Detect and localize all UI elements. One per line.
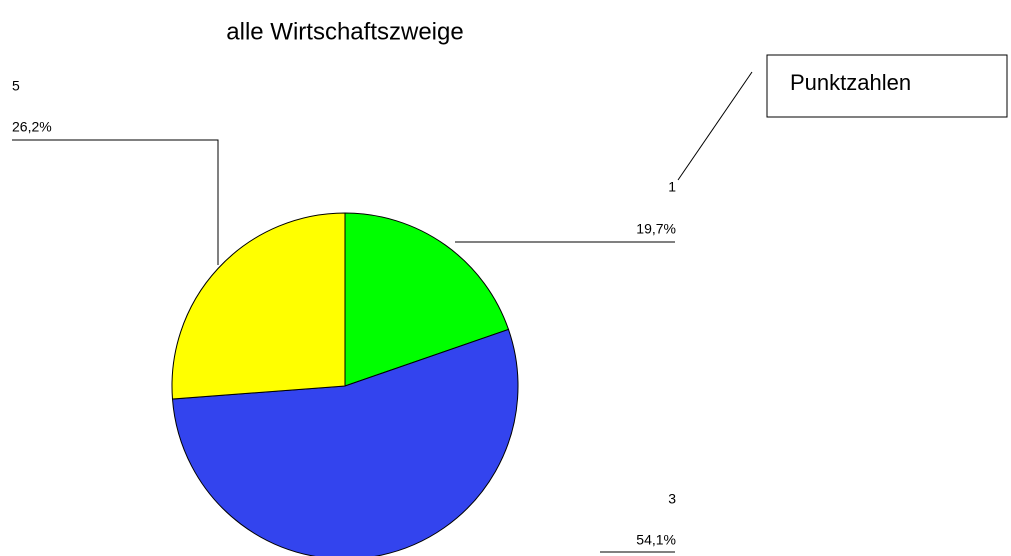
- pie-slice: [171, 328, 519, 556]
- label-leader: [12, 139, 219, 265]
- slice-label: 1: [668, 179, 676, 195]
- value-label: 19,7%: [636, 221, 676, 237]
- value-label: 26,2%: [12, 119, 52, 135]
- annotation-box: [766, 54, 1008, 118]
- slice-label: 3: [668, 491, 676, 507]
- pie-slice: [171, 212, 346, 400]
- value-label: 54,1%: [636, 532, 676, 548]
- slice-label: 5: [12, 78, 20, 94]
- pie-slice: [344, 212, 510, 387]
- chart-title: alle Wirtschaftszweige: [226, 18, 463, 45]
- annotation: Punktzahlen: [790, 70, 911, 95]
- annotation-leader: [677, 71, 753, 181]
